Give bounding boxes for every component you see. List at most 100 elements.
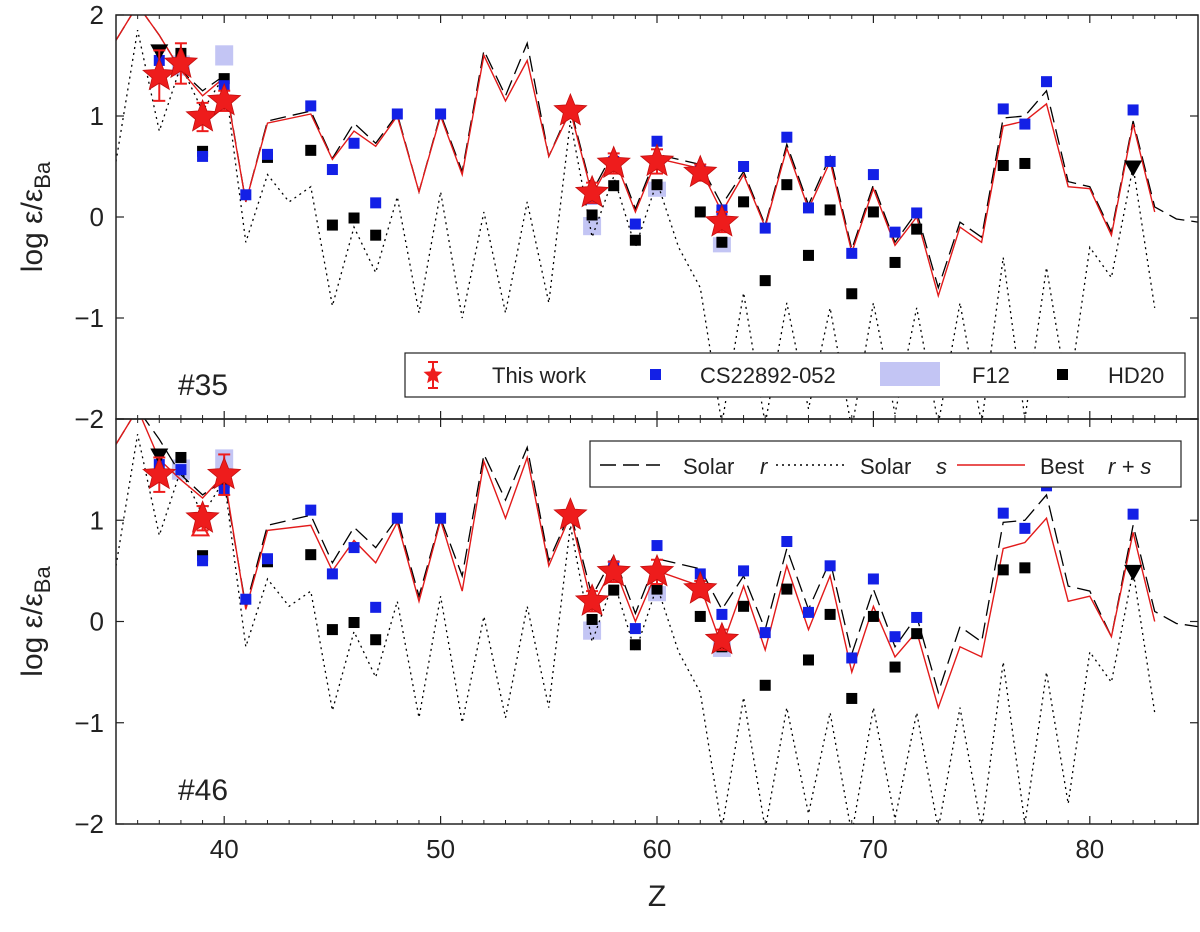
hd20-point xyxy=(824,204,836,216)
cs22892-point xyxy=(240,593,252,605)
legend-hd20-marker xyxy=(1057,369,1068,380)
cs22892-point xyxy=(197,555,209,567)
y-tick-label: 0 xyxy=(90,607,104,637)
hd20-point xyxy=(326,219,338,231)
cs22892-point xyxy=(997,103,1009,115)
this-work-star xyxy=(683,571,718,604)
legend-label-solar-s: Solar xyxy=(860,454,911,479)
this-work-star xyxy=(206,456,242,490)
hd20-point xyxy=(846,288,858,300)
hd20-point xyxy=(846,692,858,704)
cs22892-point xyxy=(175,464,187,476)
this-work-star xyxy=(142,57,177,91)
f12-band xyxy=(215,45,234,66)
hd20-point xyxy=(759,679,771,691)
legend-label-solar-r: Solar xyxy=(683,454,734,479)
x-tick-label: 70 xyxy=(859,834,888,864)
cs22892-point xyxy=(305,504,317,516)
f12-band xyxy=(583,621,602,640)
cs22892-point xyxy=(889,631,901,643)
y-tick-label: 1 xyxy=(90,505,104,535)
cs22892-point xyxy=(781,536,793,548)
hd20-point xyxy=(370,229,382,241)
this-work-star xyxy=(574,174,610,208)
x-tick-label: 40 xyxy=(210,834,239,864)
cs22892-point xyxy=(261,553,273,565)
this-work-star xyxy=(683,154,718,188)
cs22892-point xyxy=(1019,118,1031,130)
this-work-star xyxy=(596,145,631,179)
cs22892-point xyxy=(911,611,923,623)
cs22892-point xyxy=(781,131,793,143)
this-work-star xyxy=(206,82,242,116)
cs22892-point xyxy=(1127,508,1139,520)
this-work-star xyxy=(704,621,740,655)
hd20-upper-limit xyxy=(150,448,169,465)
hd20-point xyxy=(608,180,620,192)
legend-tag-best: r + s xyxy=(1108,454,1151,479)
cs22892-point xyxy=(629,218,641,230)
cs22892-point xyxy=(802,606,814,618)
cs22892-point xyxy=(435,512,447,524)
hd20-point xyxy=(1019,562,1031,574)
cs22892-point xyxy=(305,100,317,112)
cs22892-point xyxy=(1019,522,1031,534)
x-tick-label: 60 xyxy=(643,834,672,864)
hd20-point xyxy=(608,584,620,596)
cs22892-point xyxy=(867,169,879,181)
hd20-point xyxy=(738,600,750,612)
cs22892-point xyxy=(348,137,360,149)
cs22892-point xyxy=(370,601,382,613)
this-work-star xyxy=(553,92,588,126)
hd20-point xyxy=(781,583,793,595)
legend-label-this-work: This work xyxy=(492,363,587,388)
this-work-star xyxy=(704,204,740,237)
hd20-point xyxy=(326,624,338,636)
hd20-point xyxy=(781,179,793,191)
hd20-point xyxy=(218,73,230,85)
hd20-point xyxy=(305,144,317,156)
legend-f12-marker xyxy=(880,362,940,386)
hd20-point xyxy=(694,206,706,218)
this-work-star xyxy=(596,553,631,587)
cs22892-point xyxy=(824,560,836,572)
legend-markers-box: This work CS22892-052 F12 HD20 xyxy=(404,352,1186,398)
hd20-point xyxy=(651,179,663,191)
cs22892-point xyxy=(1041,76,1053,88)
y-axis-title-main: log ε/ε xyxy=(16,189,49,272)
cs22892-point xyxy=(326,568,338,580)
cs22892-point xyxy=(261,148,273,160)
hd20-point xyxy=(997,564,1009,576)
hd20-point xyxy=(348,617,360,629)
y-tick-label: −2 xyxy=(74,809,104,839)
y-tick-label: 0 xyxy=(90,202,104,232)
panel-label: #46 xyxy=(178,774,228,807)
best-r-s-line xyxy=(116,419,1156,710)
hd20-point xyxy=(694,610,706,622)
cs22892-point xyxy=(435,108,447,120)
hd20-upper-limit xyxy=(1124,160,1143,177)
legend-this-work-star xyxy=(423,365,443,384)
y-tick-label: −1 xyxy=(74,708,104,738)
cs22892-point xyxy=(824,155,836,167)
cs22892-point xyxy=(846,247,858,259)
solar-s-line xyxy=(116,434,1156,824)
hd20-point xyxy=(1019,157,1031,169)
legend-label-hd20: HD20 xyxy=(1108,363,1164,388)
this-work-star xyxy=(553,497,588,530)
cs22892-point xyxy=(370,197,382,209)
f12-band xyxy=(583,217,602,236)
this-work-star xyxy=(639,143,675,177)
hd20-point xyxy=(889,256,901,268)
x-tick-label: 50 xyxy=(426,834,455,864)
panel-2-plot-area xyxy=(116,419,1198,824)
y-axis-title-subscript: Ba xyxy=(30,161,55,189)
y-tick-label: 2 xyxy=(90,0,104,30)
hd20-point xyxy=(759,275,771,287)
hd20-point xyxy=(305,549,317,561)
hd20-point xyxy=(911,628,923,640)
hd20-point xyxy=(716,236,728,248)
hd20-point xyxy=(867,610,879,622)
